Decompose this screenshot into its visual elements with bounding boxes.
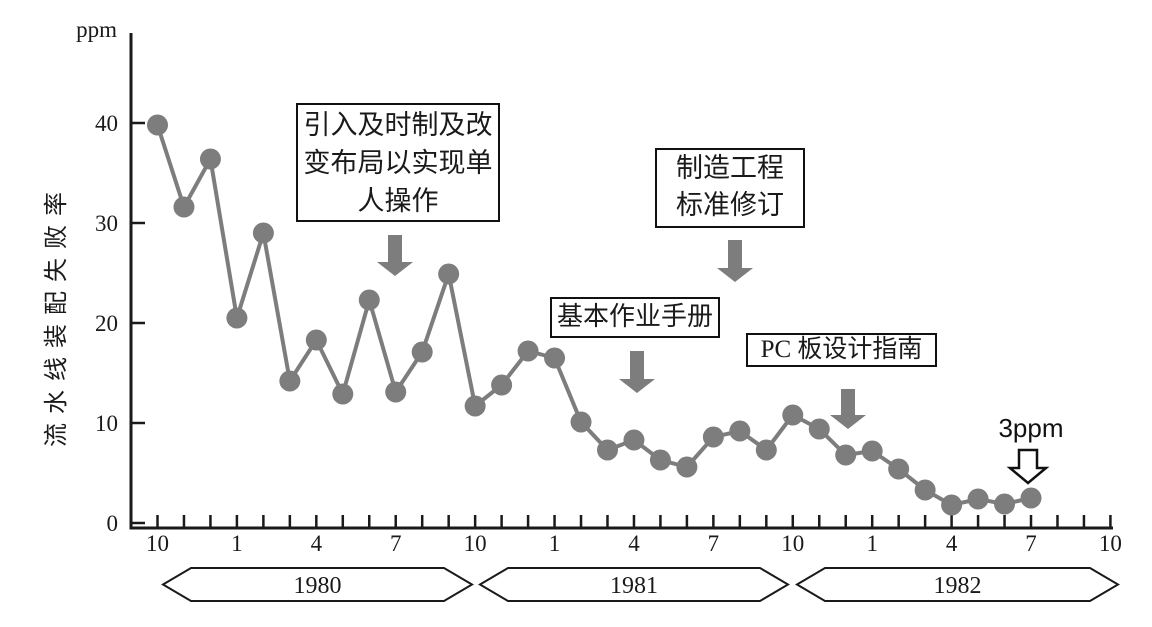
annotation-text-line: 人操作 xyxy=(357,186,439,216)
data-point xyxy=(835,444,857,466)
year-banner-label: 1981 xyxy=(610,573,658,599)
annotation-box-basic-manual: 基本作业手册 xyxy=(550,297,720,338)
x-tick-label: 4 xyxy=(311,531,323,556)
annotation-text-line: 引入及时制及改 xyxy=(303,110,493,140)
annotation-box-pcb-guide: PC 板设计指南 xyxy=(746,333,937,367)
data-point xyxy=(279,370,301,392)
x-tick-label: 10 xyxy=(1099,531,1122,556)
annotation-arrow-icon xyxy=(830,389,866,429)
data-point xyxy=(491,374,513,396)
x-tick-label: 10 xyxy=(781,531,804,556)
year-banner xyxy=(478,567,790,602)
x-tick-label: 4 xyxy=(628,531,640,556)
data-point xyxy=(888,458,910,480)
y-tick-label: 20 xyxy=(95,311,118,336)
x-tick-label: 1 xyxy=(866,531,878,556)
data-line xyxy=(155,124,1032,508)
data-point xyxy=(332,383,354,405)
y-tick-label: 30 xyxy=(95,211,118,236)
data-point xyxy=(967,488,989,510)
year-banner-label: 1982 xyxy=(934,573,982,599)
x-tick-label: 10 xyxy=(146,531,169,556)
y-tick-label: 0 xyxy=(107,511,119,536)
x-tick-label: 1 xyxy=(549,531,561,556)
data-point xyxy=(570,411,592,433)
annotation-text-line: 基本作业手册 xyxy=(556,302,713,331)
x-tick-label: 4 xyxy=(946,531,958,556)
data-point xyxy=(385,381,407,403)
data-point xyxy=(596,439,618,461)
x-tick-label: 1 xyxy=(231,531,243,556)
data-point xyxy=(544,347,566,369)
y-tick-label: 10 xyxy=(95,411,118,436)
y-axis-title: 流水线装配失败率 xyxy=(44,183,70,447)
x-tick-label: 7 xyxy=(708,531,720,556)
annotation-arrow-icon xyxy=(377,235,413,276)
data-point xyxy=(252,222,274,244)
data-point xyxy=(914,479,936,501)
data-point xyxy=(623,429,645,451)
annotation-arrow-icon xyxy=(717,240,753,282)
final-point-arrow-icon xyxy=(1006,448,1050,485)
y-tick-label: 40 xyxy=(95,111,118,136)
annotation-arrow-icon xyxy=(619,351,655,393)
x-tick-label: 7 xyxy=(390,531,402,556)
annotation-box-jit-layout: 引入及时制及改 变布局以实现单 人操作 xyxy=(296,103,500,222)
x-tick-label: 10 xyxy=(464,531,487,556)
annotation-text-line: 标准修订 xyxy=(676,190,784,220)
year-banner xyxy=(161,567,474,602)
annotation-text-line: 变布局以实现单 xyxy=(303,148,493,178)
x-tick-label: 7 xyxy=(1025,531,1037,556)
data-point xyxy=(147,114,168,136)
data-point xyxy=(464,395,486,417)
data-point xyxy=(358,289,380,311)
data-point xyxy=(173,196,195,218)
data-point xyxy=(1020,487,1042,509)
data-point xyxy=(702,426,724,448)
data-point xyxy=(411,341,433,363)
data-point xyxy=(517,340,539,362)
data-point xyxy=(438,263,460,285)
data-point xyxy=(676,456,698,478)
data-point xyxy=(729,420,751,442)
year-banner-label: 1980 xyxy=(294,573,342,599)
annotation-box-mfg-standards: 制造工程 标准修订 xyxy=(655,148,805,228)
data-point xyxy=(808,418,830,440)
final-point-label: 3ppm xyxy=(998,413,1064,443)
data-point xyxy=(941,494,963,516)
data-point xyxy=(755,439,777,461)
data-point xyxy=(305,329,327,351)
data-point xyxy=(861,440,883,462)
data-point xyxy=(649,449,671,471)
y-axis-unit-label: ppm xyxy=(76,17,117,42)
data-point xyxy=(199,148,221,170)
annotation-text-line: 制造工程 xyxy=(676,153,784,183)
year-banner xyxy=(795,567,1120,602)
data-point xyxy=(994,493,1016,515)
data-point xyxy=(226,307,248,329)
annotation-text-line: PC 板设计指南 xyxy=(760,336,923,363)
data-point xyxy=(782,404,804,426)
